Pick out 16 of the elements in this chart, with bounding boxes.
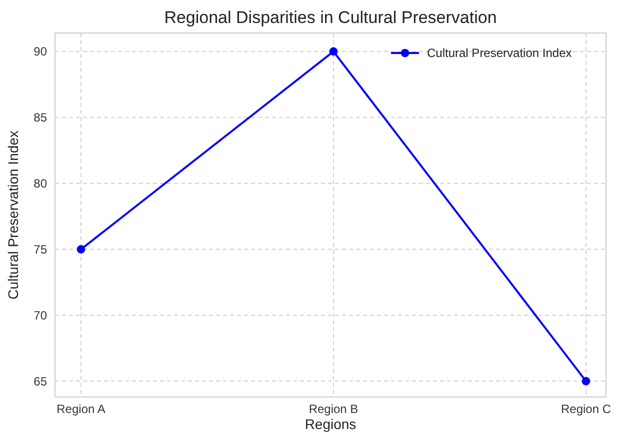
x-tick-label: Region B <box>308 402 358 416</box>
y-tick-label: 70 <box>34 308 48 322</box>
x-tick-label: Region C <box>560 402 612 416</box>
y-tick-label: 85 <box>34 110 48 125</box>
chart-title: Regional Disparities in Cultural Preservation <box>164 8 497 27</box>
point <box>76 245 86 254</box>
point <box>329 47 338 56</box>
y-tick-label: 80 <box>34 176 48 191</box>
point <box>582 377 590 386</box>
y-axis-title: Cultural Preservation Index <box>5 130 21 300</box>
x-tick-label: Region A <box>56 402 106 416</box>
y-tick-label: 65 <box>34 374 48 388</box>
x-axis-title: Regions <box>304 416 356 432</box>
legend-label: Cultural Preservation Index <box>427 46 572 60</box>
y-tick-label: 90 <box>34 44 48 59</box>
y-tick-label: 75 <box>34 242 48 256</box>
